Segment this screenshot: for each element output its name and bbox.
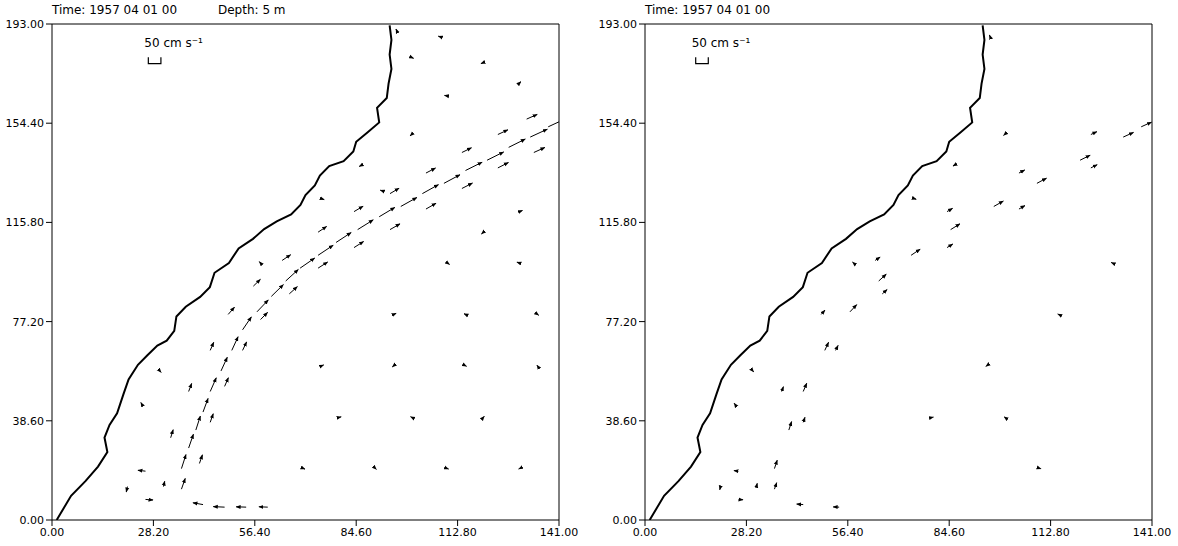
svg-text:141.00: 141.00	[540, 526, 579, 539]
svg-text:0.00: 0.00	[633, 526, 658, 539]
svg-text:28.20: 28.20	[731, 526, 763, 539]
html-text:Time: 1957 04 01 00: Time: 1957 04 01 00	[52, 3, 177, 17]
svg-text:112.80: 112.80	[438, 526, 477, 539]
svg-text:193.00: 193.00	[599, 18, 638, 31]
svg-text:50 cm s⁻¹: 50 cm s⁻¹	[692, 36, 751, 50]
svg-text:84.60: 84.60	[933, 526, 965, 539]
svg-text:50 cm s⁻¹: 50 cm s⁻¹	[144, 36, 203, 50]
svg-text:56.40: 56.40	[239, 526, 271, 539]
svg-text:112.80: 112.80	[1031, 526, 1070, 539]
html-text:Time: 1957 04 01 00: Time: 1957 04 01 00	[645, 3, 770, 17]
svg-text:115.80: 115.80	[6, 216, 45, 229]
svg-text:77.20: 77.20	[13, 316, 45, 329]
html-text:Depth: 5 m: Depth: 5 m	[218, 3, 286, 17]
svg-text:193.00: 193.00	[6, 18, 45, 31]
svg-text:28.20: 28.20	[138, 526, 170, 539]
svg-text:154.40: 154.40	[6, 117, 45, 130]
svg-text:38.60: 38.60	[13, 415, 45, 428]
svg-text:141.00: 141.00	[1133, 526, 1172, 539]
svg-text:38.60: 38.60	[606, 415, 638, 428]
svg-text:115.80: 115.80	[599, 216, 638, 229]
svg-text:0.00: 0.00	[40, 526, 65, 539]
svg-text:0.00: 0.00	[20, 514, 45, 527]
svg-text:154.40: 154.40	[599, 117, 638, 130]
svg-text:77.20: 77.20	[606, 316, 638, 329]
svg-text:56.40: 56.40	[832, 526, 864, 539]
svg-text:0.00: 0.00	[613, 514, 638, 527]
svg-text:84.60: 84.60	[340, 526, 372, 539]
